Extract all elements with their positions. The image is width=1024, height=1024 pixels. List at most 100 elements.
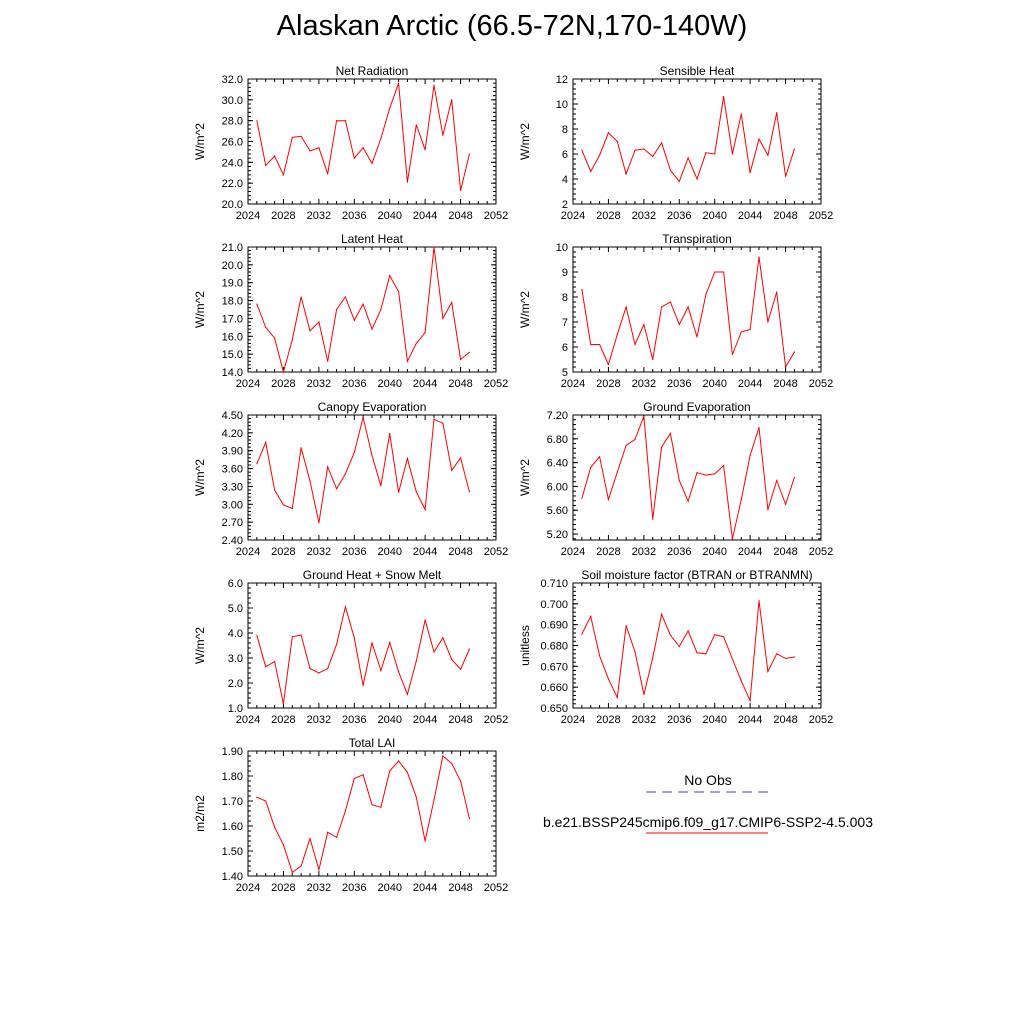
chart-9-data-point — [273, 826, 276, 828]
chart-9-data-point — [344, 810, 347, 812]
chart-4-data-point — [731, 353, 734, 356]
chart-5-series-line — [256, 417, 470, 523]
chart-3-data-point — [291, 339, 293, 341]
chart-1-ytick-label: 26.0 — [222, 137, 243, 149]
chart-9-data-point — [433, 799, 435, 801]
chart-3-data-point — [442, 317, 444, 320]
chart-4-ytick-label: 9 — [562, 267, 568, 279]
chart-4-data-point — [607, 363, 610, 366]
chart-6-data-point — [767, 509, 769, 511]
chart-7-data-point — [459, 668, 462, 670]
chart-4-title: Transpiration — [662, 232, 732, 246]
chart-5-xtick-label: 2032 — [307, 546, 331, 558]
chart-9-data-point — [353, 777, 355, 780]
chart-5-data-point — [327, 466, 329, 468]
chart-1-data-point — [318, 147, 320, 149]
chart-4-data-point — [634, 343, 636, 346]
chart-6-data-point — [590, 466, 592, 468]
chart-8-data-point — [687, 630, 689, 632]
chart-8-data-point — [722, 636, 725, 638]
chart-3-xtick-label: 2044 — [413, 378, 437, 390]
chart-6-xtick-label: 2048 — [773, 546, 797, 558]
chart-8-ytick-label: 0.710 — [540, 578, 568, 590]
chart-8-xtick-label: 2032 — [632, 714, 656, 726]
chart-5-ylabel: W/m^2 — [193, 459, 207, 496]
chart-5-data-point — [415, 491, 417, 493]
chart-6-data-point — [793, 476, 796, 479]
chart-3-ytick-label: 17.0 — [222, 313, 243, 325]
chart-2-frame — [572, 78, 822, 205]
chart-5-data-point — [442, 422, 444, 424]
chart-1-data-point — [291, 136, 293, 138]
chart-9-data-point — [309, 837, 311, 840]
chart-7-xtick-label: 2044 — [413, 714, 437, 726]
chart-2-xtick-label: 2052 — [809, 210, 833, 222]
chart-2-data-point — [714, 153, 716, 155]
chart-9-ylabel: m2/m2 — [193, 795, 207, 832]
chart-5-ytick-label: 3.60 — [222, 464, 243, 476]
chart-1-data-point — [451, 99, 453, 101]
chart-3-frame — [247, 246, 497, 373]
chart-7-ytick-label: 5.0 — [228, 603, 243, 615]
chart-2-xtick-label: 2040 — [702, 210, 726, 222]
chart-7-data-point — [344, 606, 347, 608]
chart-1-xtick-label: 2028 — [271, 210, 295, 222]
legend-obs-line — [538, 788, 878, 798]
chart-4-xtick-label: 2052 — [809, 378, 833, 390]
chart-7-data-point — [309, 667, 311, 670]
chart-3-ytick-label: 15.0 — [222, 349, 243, 361]
chart-4-data-point — [705, 293, 707, 296]
chart-2-data-point — [669, 169, 672, 171]
page-title: Alaskan Arctic (66.5-72N,170-140W) — [276, 10, 748, 42]
chart-3-data-point — [309, 330, 311, 332]
chart-5-ytick-label: 4.20 — [222, 428, 243, 440]
chart-7-xtick-label: 2032 — [307, 714, 331, 726]
chart-3-ytick-label: 14.0 — [222, 367, 243, 379]
chart-6-xtick-label: 2052 — [809, 546, 833, 558]
chart-2-data-point — [696, 178, 698, 180]
chart-2-data-point — [767, 154, 769, 156]
chart-6-data-point — [784, 503, 787, 505]
chart-1-data-point — [362, 147, 364, 149]
chart-5-data-point — [380, 485, 382, 487]
chart-8-xtick-label: 2048 — [773, 714, 797, 726]
chart-6-data-point — [625, 444, 627, 446]
chart-1-data-point — [433, 84, 435, 86]
chart-3-data-point — [362, 303, 364, 305]
chart-6-ytick-label: 6.80 — [547, 434, 568, 446]
chart-1-data-point — [265, 164, 267, 167]
chart-7-ytick-label: 4.0 — [228, 628, 243, 640]
chart-7-data-point — [380, 669, 382, 672]
chart-2-ytick-label: 4 — [562, 174, 568, 186]
chart-6-data-point — [705, 474, 707, 476]
chart-7-data-point — [406, 693, 409, 695]
chart-9-ytick-label: 1.70 — [222, 796, 243, 808]
chart-6-ylabel: W/m^2 — [518, 459, 532, 496]
chart-9-data-point — [256, 796, 258, 798]
chart-6-data-point — [696, 472, 698, 474]
chart-5-title: Canopy Evaporation — [318, 400, 427, 414]
chart-2-xtick-label: 2032 — [632, 210, 656, 222]
chart-2-data-point — [643, 148, 645, 150]
chart-7-xtick-label: 2040 — [377, 714, 401, 726]
chart-4-data-point — [696, 336, 698, 338]
chart-6-data-point — [643, 415, 645, 417]
chart-2-data-point — [678, 180, 680, 183]
chart-2-data-point — [625, 173, 627, 175]
chart-9-title: Total LAI — [349, 736, 396, 750]
chart-2-data-point — [749, 172, 751, 174]
chart-4-data-point — [590, 343, 592, 346]
chart-7-data-point — [273, 660, 276, 663]
chart-3-ylabel: W/m^2 — [193, 291, 207, 328]
chart-6-data-point — [731, 538, 734, 540]
chart-6-frame — [572, 414, 822, 541]
chart-3-data-point — [380, 308, 382, 311]
chart-2-data-point — [758, 138, 760, 140]
chart-3-data-point — [406, 360, 409, 362]
chart-4-data-point — [749, 328, 751, 331]
chart-6-xtick-label: 2044 — [738, 546, 762, 558]
chart-9-data-point — [406, 771, 409, 773]
chart-1-ytick-label: 28.0 — [222, 116, 243, 128]
chart-9-xtick-label: 2048 — [448, 882, 472, 894]
chart-6-ytick-label: 7.20 — [547, 410, 568, 422]
